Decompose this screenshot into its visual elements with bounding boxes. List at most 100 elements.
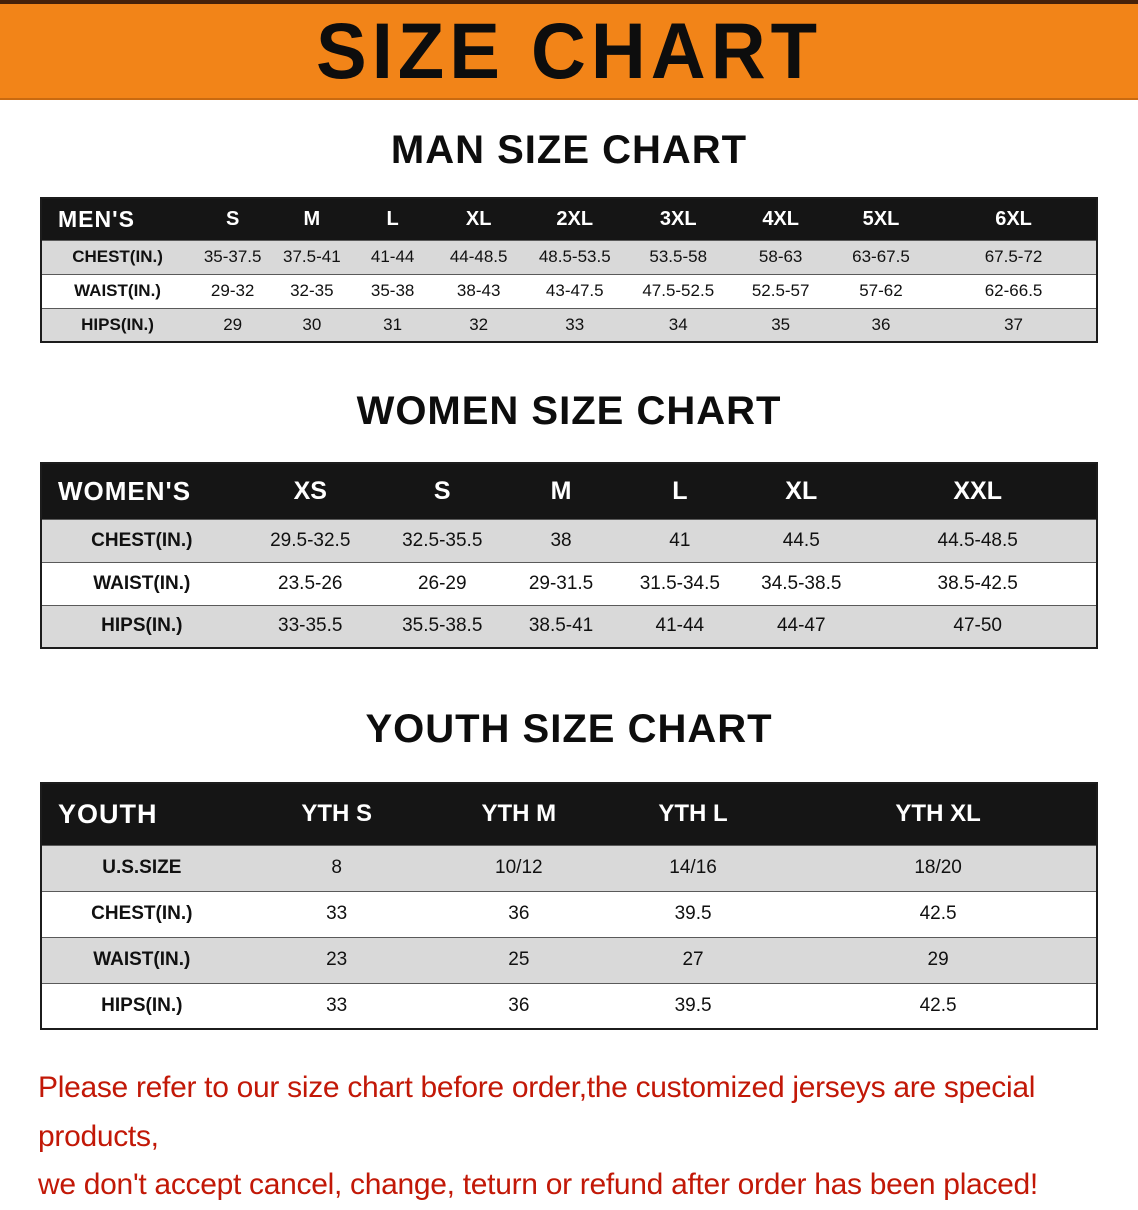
value-cell: 8 <box>241 844 432 891</box>
value-cell: 38 <box>505 518 617 562</box>
size-chart-banner: SIZE CHART <box>0 0 1138 100</box>
value-cell: 43-47.5 <box>523 273 626 308</box>
value-cell: 44-48.5 <box>433 239 524 274</box>
header-cell: XL <box>433 198 524 240</box>
header-cell: YTH XL <box>780 783 1097 845</box>
women-waist-row: WAIST(IN.) 23.5-26 26-29 29-31.5 31.5-34… <box>41 561 1097 605</box>
row-label: HIPS(IN.) <box>41 604 242 648</box>
value-cell: 10/12 <box>431 844 606 891</box>
youth-waist-row: WAIST(IN.) 23 25 27 29 <box>41 936 1097 983</box>
header-cell: XS <box>241 463 379 519</box>
value-cell: 31 <box>351 307 434 342</box>
value-cell: 29-32 <box>193 273 273 308</box>
header-cell: 4XL <box>730 198 831 240</box>
value-cell: 44.5 <box>743 518 860 562</box>
value-cell: 36 <box>830 307 932 342</box>
youth-section: YOUTH SIZE CHART YOUTH YTH S YTH M YTH L… <box>0 707 1138 1030</box>
header-cell: L <box>616 463 744 519</box>
value-cell: 27 <box>605 936 781 983</box>
value-cell: 18/20 <box>780 844 1097 891</box>
men-waist-row: WAIST(IN.) 29-32 32-35 35-38 38-43 43-47… <box>41 273 1097 308</box>
youth-chest-row: CHEST(IN.) 33 36 39.5 42.5 <box>41 890 1097 937</box>
youth-header-label: YOUTH <box>41 783 242 845</box>
value-cell: 41-44 <box>351 239 434 274</box>
value-cell: 47.5-52.5 <box>625 273 731 308</box>
value-cell: 32-35 <box>272 273 352 308</box>
footer-line-1: Please refer to our size chart before or… <box>38 1071 1036 1153</box>
value-cell: 35-38 <box>351 273 434 308</box>
value-cell: 41-44 <box>616 604 744 648</box>
value-cell: 34 <box>625 307 731 342</box>
women-section: WOMEN SIZE CHART WOMEN'S XS S M L XL XXL… <box>0 389 1138 649</box>
youth-header-row: YOUTH YTH S YTH M YTH L YTH XL <box>41 783 1097 845</box>
value-cell: 29 <box>193 307 273 342</box>
men-size-table: MEN'S S M L XL 2XL 3XL 4XL 5XL 6XL CHEST… <box>40 197 1098 343</box>
value-cell: 38.5-42.5 <box>859 561 1097 605</box>
value-cell: 35 <box>730 307 831 342</box>
value-cell: 38.5-41 <box>505 604 617 648</box>
women-size-table: WOMEN'S XS S M L XL XXL CHEST(IN.) 29.5-… <box>40 462 1098 649</box>
value-cell: 38-43 <box>433 273 524 308</box>
row-label: CHEST(IN.) <box>41 518 242 562</box>
header-cell: YTH L <box>605 783 781 845</box>
header-cell: 2XL <box>523 198 626 240</box>
row-label: CHEST(IN.) <box>41 239 194 274</box>
header-cell: XL <box>743 463 860 519</box>
value-cell: 36 <box>431 982 606 1029</box>
value-cell: 44-47 <box>743 604 860 648</box>
value-cell: 33-35.5 <box>241 604 379 648</box>
header-cell: S <box>193 198 273 240</box>
value-cell: 62-66.5 <box>931 273 1097 308</box>
value-cell: 31.5-34.5 <box>616 561 744 605</box>
value-cell: 53.5-58 <box>625 239 731 274</box>
value-cell: 25 <box>431 936 606 983</box>
value-cell: 57-62 <box>830 273 932 308</box>
men-section-title: MAN SIZE CHART <box>390 128 748 172</box>
value-cell: 36 <box>431 890 606 937</box>
men-header-row: MEN'S S M L XL 2XL 3XL 4XL 5XL 6XL <box>41 198 1097 240</box>
value-cell: 23 <box>241 936 432 983</box>
value-cell: 63-67.5 <box>830 239 932 274</box>
value-cell: 42.5 <box>780 982 1097 1029</box>
header-cell: 5XL <box>830 198 932 240</box>
row-label: HIPS(IN.) <box>41 307 194 342</box>
row-label: HIPS(IN.) <box>41 982 242 1029</box>
value-cell: 44.5-48.5 <box>859 518 1097 562</box>
men-hips-row: HIPS(IN.) 29 30 31 32 33 34 35 36 37 <box>41 307 1097 342</box>
youth-ussize-row: U.S.SIZE 8 10/12 14/16 18/20 <box>41 844 1097 891</box>
value-cell: 52.5-57 <box>730 273 831 308</box>
women-header-row: WOMEN'S XS S M L XL XXL <box>41 463 1097 519</box>
value-cell: 32 <box>433 307 524 342</box>
women-section-title: WOMEN SIZE CHART <box>356 389 782 433</box>
value-cell: 35-37.5 <box>193 239 273 274</box>
footer-note: Please refer to our size chart before or… <box>38 1064 1100 1210</box>
header-cell: YTH S <box>241 783 432 845</box>
value-cell: 41 <box>616 518 744 562</box>
header-cell: M <box>505 463 617 519</box>
header-cell: XXL <box>859 463 1097 519</box>
youth-section-title: YOUTH SIZE CHART <box>365 707 773 751</box>
value-cell: 14/16 <box>605 844 781 891</box>
value-cell: 29.5-32.5 <box>241 518 379 562</box>
header-cell: S <box>378 463 506 519</box>
youth-hips-row: HIPS(IN.) 33 36 39.5 42.5 <box>41 982 1097 1029</box>
value-cell: 29-31.5 <box>505 561 617 605</box>
value-cell: 47-50 <box>859 604 1097 648</box>
footer-line-2: we don't accept cancel, change, teturn o… <box>38 1168 1038 1202</box>
value-cell: 48.5-53.5 <box>523 239 626 274</box>
value-cell: 39.5 <box>605 890 781 937</box>
value-cell: 37 <box>931 307 1097 342</box>
row-label: U.S.SIZE <box>41 844 242 891</box>
value-cell: 37.5-41 <box>272 239 352 274</box>
women-header-label: WOMEN'S <box>41 463 242 519</box>
value-cell: 35.5-38.5 <box>378 604 506 648</box>
women-chest-row: CHEST(IN.) 29.5-32.5 32.5-35.5 38 41 44.… <box>41 518 1097 562</box>
value-cell: 67.5-72 <box>931 239 1097 274</box>
value-cell: 32.5-35.5 <box>378 518 506 562</box>
value-cell: 33 <box>241 890 432 937</box>
value-cell: 39.5 <box>605 982 781 1029</box>
value-cell: 29 <box>780 936 1097 983</box>
value-cell: 33 <box>241 982 432 1029</box>
row-label: WAIST(IN.) <box>41 561 242 605</box>
value-cell: 58-63 <box>730 239 831 274</box>
